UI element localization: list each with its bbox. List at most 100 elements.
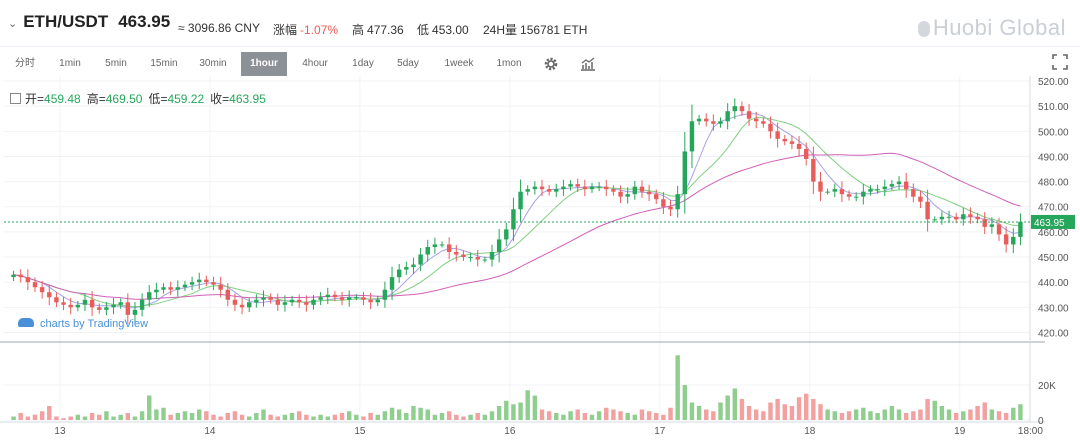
gear-icon[interactable] xyxy=(543,56,559,72)
candle-body xyxy=(396,269,402,278)
volume-bar xyxy=(375,414,380,420)
candle-body xyxy=(932,219,937,221)
volume-bar xyxy=(68,416,73,420)
candle-body xyxy=(925,201,930,220)
candle xyxy=(968,207,973,224)
candle-body xyxy=(661,199,666,207)
volume-bar xyxy=(982,402,987,420)
volume-bar xyxy=(668,407,673,420)
volume-bar xyxy=(254,413,259,420)
volume-bar xyxy=(832,411,837,420)
candle-body xyxy=(418,254,423,265)
candle xyxy=(982,212,987,235)
price-tick-label: 520.00 xyxy=(1038,77,1069,88)
volume-bar xyxy=(639,409,645,420)
candle-body xyxy=(439,244,445,246)
interval-1hour[interactable]: 1hour xyxy=(241,52,287,76)
candle-body xyxy=(711,121,716,124)
candle-body xyxy=(618,191,623,197)
candle-body xyxy=(261,297,266,300)
candle xyxy=(682,131,688,214)
candle-body xyxy=(518,191,523,210)
interval-4hour[interactable]: 4hour xyxy=(302,58,328,69)
candle-body xyxy=(289,299,295,303)
candle-body xyxy=(197,279,202,283)
volume-bar xyxy=(582,413,588,420)
ma10-line xyxy=(13,116,1021,308)
candle xyxy=(461,250,466,261)
candle xyxy=(111,297,116,315)
candle xyxy=(61,296,66,311)
interval-15min[interactable]: 15min xyxy=(150,58,178,69)
interval-5min[interactable]: 5min xyxy=(105,58,127,69)
volume-bar xyxy=(589,414,595,420)
volume-bar xyxy=(18,413,23,420)
candle-body xyxy=(389,277,395,290)
candle-body xyxy=(746,111,752,119)
volume-label: 24H量 xyxy=(483,23,518,37)
volume-bar xyxy=(232,411,238,420)
interval-5day[interactable]: 5day xyxy=(397,58,419,69)
change-stat: 涨幅 -1.07% xyxy=(273,21,338,38)
candle-body xyxy=(546,189,552,192)
candle-body xyxy=(604,186,609,190)
candle-body xyxy=(282,302,288,305)
candle xyxy=(575,178,580,193)
interval-1mon[interactable]: 1mon xyxy=(496,58,522,69)
chevron-down-icon[interactable]: ⌄ xyxy=(8,18,18,30)
interval-1min[interactable]: 1min xyxy=(59,58,81,69)
volume-bar xyxy=(446,411,452,420)
volume-bar xyxy=(989,409,995,420)
candle xyxy=(275,293,280,312)
candle xyxy=(211,276,216,291)
interval-fenshi[interactable]: 分时 xyxy=(15,58,35,69)
candle xyxy=(168,281,173,296)
candle-body xyxy=(911,189,916,197)
low-stat: 低 453.00 xyxy=(417,21,469,38)
price-tick-label: 430.00 xyxy=(1038,303,1069,314)
tradingview-watermark[interactable]: charts by TradingView xyxy=(18,318,148,330)
volume-bar xyxy=(339,413,345,420)
fullscreen-icon[interactable] xyxy=(1052,54,1068,70)
low-label: 低= xyxy=(148,92,168,106)
volume-bar xyxy=(346,411,352,420)
candle xyxy=(389,266,395,301)
interval-30min[interactable]: 30min xyxy=(199,58,227,69)
candle-body xyxy=(61,302,66,305)
volume-bar xyxy=(868,411,873,420)
volume-bar xyxy=(147,395,152,420)
indicators-icon[interactable] xyxy=(580,56,596,72)
candle xyxy=(961,208,966,226)
volume-bar xyxy=(518,402,523,420)
volume-bar xyxy=(903,413,909,420)
candle-body xyxy=(725,111,730,122)
volume-bar xyxy=(225,413,231,420)
volume-bar xyxy=(1003,413,1009,420)
volume-bar xyxy=(732,388,738,420)
volume-bar xyxy=(89,413,95,420)
interval-1week[interactable]: 1week xyxy=(444,58,474,69)
candle-body xyxy=(561,186,566,190)
candle xyxy=(104,301,109,316)
candle xyxy=(546,185,552,196)
interval-1day[interactable]: 1day xyxy=(352,58,374,69)
volume-series xyxy=(11,355,1023,420)
candle-body xyxy=(918,196,923,202)
candle-body xyxy=(375,299,380,303)
volume-bar xyxy=(746,406,752,420)
pair-selector[interactable]: ⌄ ETH/USDT 463.95 xyxy=(8,12,170,32)
candle xyxy=(661,192,666,214)
price-tick-label: 490.00 xyxy=(1038,152,1069,163)
volume-bar xyxy=(189,413,195,420)
legend-toggle-icon[interactable] xyxy=(10,93,21,104)
volume-value: 156781 ETH xyxy=(520,23,588,37)
volume-bar xyxy=(354,414,359,420)
last-price-tag xyxy=(1031,214,1075,229)
candle-body xyxy=(475,257,480,260)
candle-body xyxy=(832,189,837,192)
candle xyxy=(125,293,131,324)
candle xyxy=(489,244,495,267)
volume-bar xyxy=(925,399,930,420)
candle-body xyxy=(939,216,945,220)
